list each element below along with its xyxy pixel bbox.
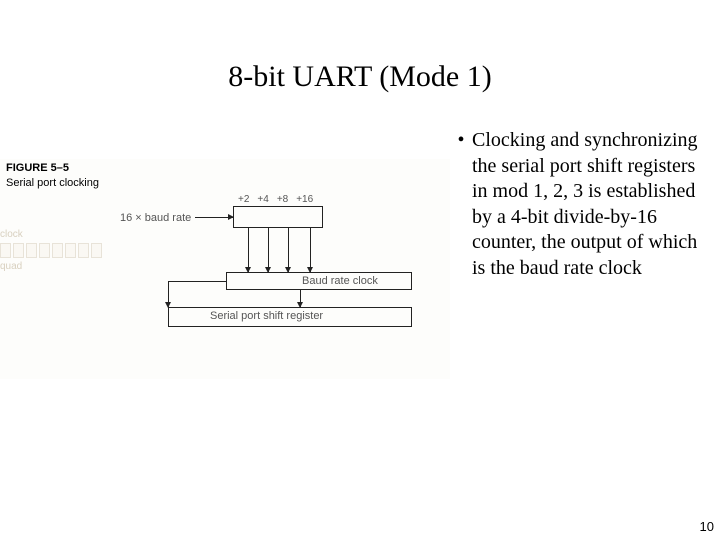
figure-area: FIGURE 5–5 Serial port clocking clock qu… bbox=[0, 124, 450, 282]
page-title: 8-bit UART (Mode 1) bbox=[0, 0, 720, 124]
baud-clock-label: Baud rate clock bbox=[302, 275, 378, 287]
div-label-4: +4 bbox=[257, 194, 268, 205]
tap-8 bbox=[288, 228, 289, 272]
figure-number: FIGURE 5–5 bbox=[6, 161, 99, 176]
bullet-item: • Clocking and synchronizing the serial … bbox=[450, 128, 708, 282]
input-label: 16 × baud rate bbox=[120, 212, 191, 224]
divider-labels: +2 +4 +8 +16 bbox=[238, 194, 313, 205]
bullet-text: Clocking and synchronizing the serial po… bbox=[472, 128, 708, 282]
div-label-8: +8 bbox=[277, 194, 288, 205]
page-number: 10 bbox=[700, 519, 714, 534]
ghost-label-bottom: quad bbox=[0, 261, 22, 272]
shift-register-label: Serial port shift register bbox=[210, 310, 323, 322]
tap-4 bbox=[268, 228, 269, 272]
figure-subtitle: Serial port clocking bbox=[6, 176, 99, 191]
div-label-16: +16 bbox=[296, 194, 313, 205]
bullet-dot: • bbox=[450, 128, 472, 282]
baud-to-shift-arrow bbox=[300, 290, 301, 307]
div-label-2: +2 bbox=[238, 194, 249, 205]
divider-box bbox=[233, 206, 323, 228]
ghost-row bbox=[0, 243, 102, 258]
tap-2 bbox=[248, 228, 249, 272]
content-area: FIGURE 5–5 Serial port clocking clock qu… bbox=[0, 124, 720, 282]
ghost-label-top: clock bbox=[0, 229, 23, 240]
figure-caption: FIGURE 5–5 Serial port clocking bbox=[6, 161, 99, 192]
input-arrow bbox=[195, 217, 233, 218]
bullet-area: • Clocking and synchronizing the serial … bbox=[450, 124, 710, 282]
baud-in-line bbox=[168, 281, 226, 282]
baud-in-vertical bbox=[168, 281, 169, 307]
figure-body: FIGURE 5–5 Serial port clocking clock qu… bbox=[0, 159, 450, 379]
tap-16 bbox=[310, 228, 311, 272]
